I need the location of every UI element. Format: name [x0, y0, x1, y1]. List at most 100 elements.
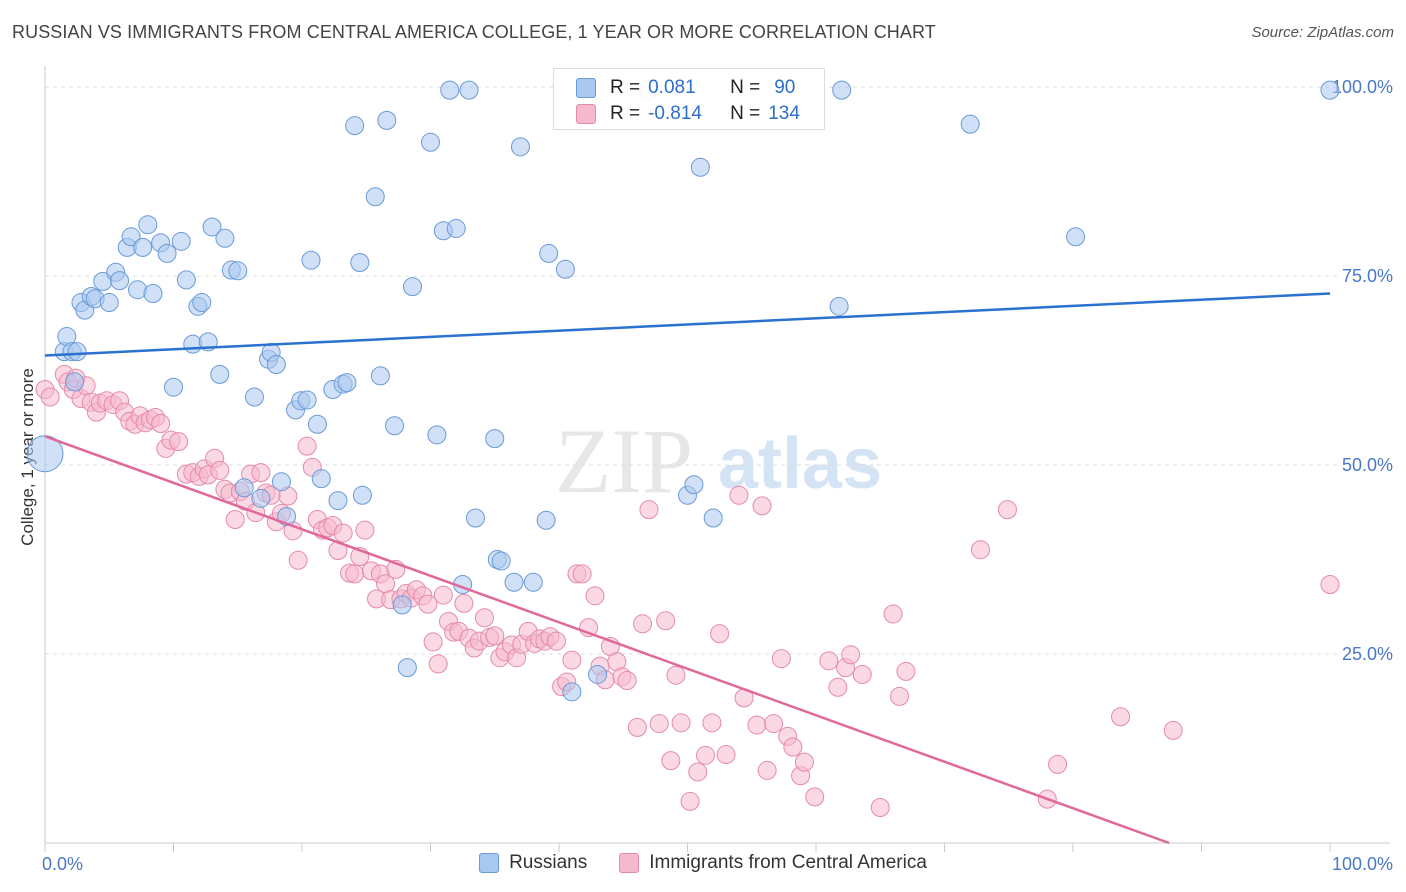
r-label: R = — [610, 103, 641, 124]
immigrants-point — [627, 717, 647, 737]
immigrants-point — [423, 632, 443, 652]
immigrants-point — [710, 624, 730, 644]
immigrants-point — [225, 509, 245, 529]
watermark: ZIP atlas — [555, 410, 882, 512]
legend-item-immigrants: Immigrants from Central America — [619, 852, 927, 874]
russians-point — [202, 217, 222, 237]
russians-point — [307, 414, 327, 434]
russians-swatch — [576, 78, 596, 98]
immigrants-point — [297, 436, 317, 456]
immigrants-point — [151, 413, 171, 433]
russians-point — [345, 116, 365, 136]
russians-point — [703, 508, 723, 528]
russians-point — [446, 218, 466, 238]
watermark-zip: ZIP — [555, 410, 693, 512]
immigrants-point — [883, 604, 903, 624]
russians-trend-line — [44, 292, 1331, 357]
russians-point — [832, 80, 852, 100]
russians-point — [370, 366, 390, 386]
legend-item-russians: Russians — [479, 852, 587, 874]
russians-point — [337, 373, 357, 393]
russians-point — [138, 215, 158, 235]
russians-point — [210, 364, 230, 384]
immigrants-point — [345, 564, 365, 584]
russians-r-value: 0.081 — [648, 77, 696, 98]
immigrants-point — [671, 713, 691, 733]
russians-point — [459, 80, 479, 100]
immigrants-point — [896, 661, 916, 681]
immigrants-point — [1048, 754, 1068, 774]
n-label: N = — [730, 77, 761, 98]
russians-point — [491, 551, 511, 571]
immigrants-point — [656, 611, 676, 631]
russians-point — [1066, 227, 1086, 247]
immigrants-point — [828, 677, 848, 697]
immigrants-point — [649, 714, 669, 734]
immigrants-point — [418, 594, 438, 614]
russians-point — [539, 243, 559, 263]
immigrants-point — [1320, 574, 1340, 594]
russians-point — [684, 475, 704, 495]
immigrants-point — [752, 496, 772, 516]
immigrants-legend-swatch — [619, 853, 640, 873]
russians-point — [690, 157, 710, 177]
russians-point — [65, 372, 85, 392]
russians-point — [397, 658, 417, 678]
immigrants-point — [169, 432, 189, 452]
stats-row-russians: R = 0.081 N = 90 — [576, 77, 795, 99]
y-tick-label: 75.0% — [1342, 266, 1393, 286]
russians-point — [215, 228, 235, 248]
russians-point — [143, 283, 163, 303]
russians-point — [536, 510, 556, 530]
immigrants-point — [251, 463, 271, 483]
immigrants-point — [1111, 707, 1131, 727]
immigrants-point — [695, 745, 715, 765]
bottom-legend: Russians Immigrants from Central America — [0, 852, 1406, 874]
russians-point — [234, 478, 254, 498]
russians-point — [133, 237, 153, 257]
russians-point — [562, 682, 582, 702]
russians-point — [228, 261, 248, 281]
russians-point — [328, 491, 348, 511]
russians-point — [960, 114, 980, 134]
russians-point — [440, 80, 460, 100]
immigrants-point — [771, 649, 791, 669]
immigrants-point — [661, 751, 681, 771]
russians-point — [110, 271, 130, 291]
chart-title: RUSSIAN VS IMMIGRANTS FROM CENTRAL AMERI… — [12, 22, 936, 42]
immigrants-trend-line — [44, 435, 1170, 845]
russians-point — [510, 137, 530, 157]
immigrants-point — [355, 520, 375, 540]
x-tick-label: 100.0% — [1332, 854, 1393, 874]
immigrants-point — [428, 654, 448, 674]
immigrants-point — [585, 586, 605, 606]
russians-point — [26, 435, 64, 473]
immigrants-point — [333, 523, 353, 543]
y-tick-label: 50.0% — [1342, 455, 1393, 475]
immigrants-point — [454, 593, 474, 613]
immigrants-point — [970, 540, 990, 560]
immigrants-point — [890, 686, 910, 706]
immigrants-point — [997, 500, 1017, 520]
russians-point — [555, 259, 575, 279]
immigrants-point — [688, 762, 708, 782]
immigrants-point — [805, 787, 825, 807]
russians-point — [157, 243, 177, 263]
immigrants-point — [546, 631, 566, 651]
r-label: R = — [610, 77, 641, 98]
legend-label-immigrants: Immigrants from Central America — [649, 852, 927, 873]
russians-point — [385, 416, 405, 436]
stats-row-immigrants: R = -0.814 N = 134 — [576, 103, 800, 125]
immigrants-point — [40, 387, 60, 407]
immigrants-r-value: -0.814 — [648, 103, 702, 124]
immigrants-point — [729, 485, 749, 505]
russians-point — [392, 595, 412, 615]
immigrants-point — [852, 664, 872, 684]
immigrants-point — [210, 460, 230, 480]
russians-point — [271, 472, 291, 492]
y-tick-label: 100.0% — [1332, 77, 1393, 97]
russians-point — [99, 293, 119, 313]
immigrants-point — [757, 760, 777, 780]
russians-point — [523, 572, 543, 592]
y-tick-label: 25.0% — [1342, 644, 1393, 664]
